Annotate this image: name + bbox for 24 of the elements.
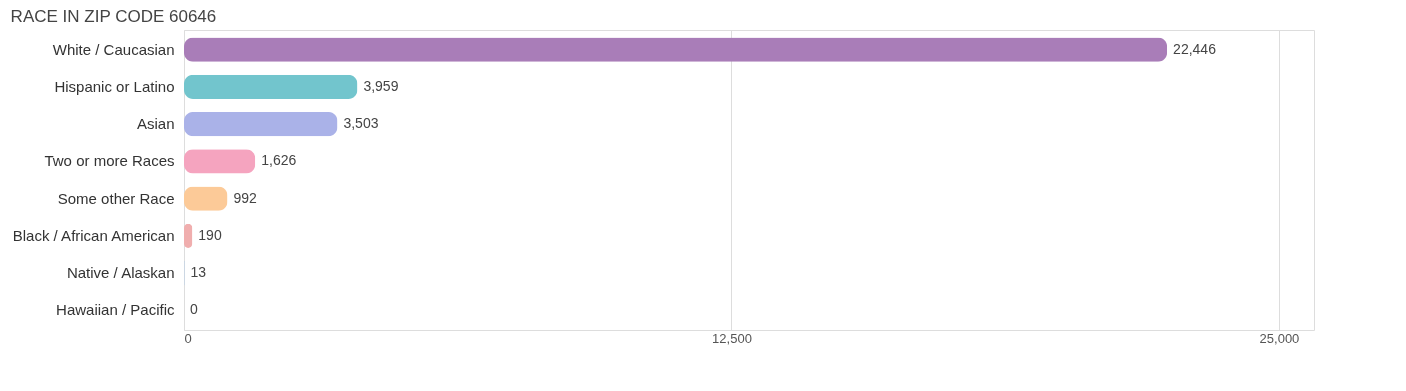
chart-title: RACE IN ZIP CODE 60646	[10, 7, 217, 26]
bar	[184, 149, 256, 174]
y-tick-label: Hispanic or Latino	[54, 77, 175, 95]
data-label: 22,446	[1173, 40, 1217, 57]
data-label: 992	[233, 189, 258, 206]
data-label: 190	[198, 226, 222, 243]
data-label: 13	[190, 264, 207, 281]
bar	[184, 111, 338, 137]
y-tick-label: Hawaiian / Pacific	[56, 301, 175, 319]
data-label: 1,626	[261, 152, 297, 169]
bar	[184, 37, 1168, 62]
y-tick-label: Asian	[136, 115, 175, 133]
x-tick-label: 25,000	[1259, 330, 1300, 346]
data-label: 3,503	[343, 115, 379, 132]
x-tick-label: 0	[184, 330, 192, 346]
y-tick-label: White / Caucasian	[52, 40, 175, 58]
y-tick-label: Two or more Races	[44, 152, 175, 170]
data-label: 0	[190, 301, 198, 318]
bar	[184, 74, 358, 99]
data-label: 3,959	[363, 77, 399, 94]
y-tick-label: Some other Race	[57, 189, 175, 207]
y-tick-label: Native / Alaskan	[66, 264, 175, 282]
x-tick-label: 12,500	[712, 330, 752, 346]
y-tick-label: Black / African American	[12, 226, 175, 244]
